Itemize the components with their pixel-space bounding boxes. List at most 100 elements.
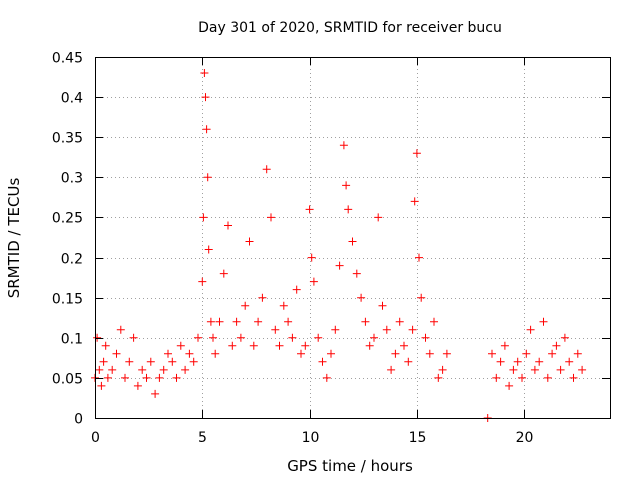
data-point <box>121 373 129 382</box>
data-point <box>232 317 241 326</box>
data-point <box>408 325 417 334</box>
data-point <box>425 349 434 358</box>
data-point <box>206 317 215 326</box>
data-point <box>430 317 438 326</box>
data-point <box>209 333 217 342</box>
data-point <box>335 261 344 270</box>
data-point <box>370 333 378 342</box>
data-point <box>357 293 366 302</box>
data-point <box>307 253 316 262</box>
data-point <box>442 349 451 358</box>
data-point <box>342 181 351 190</box>
data-point <box>159 365 168 374</box>
y-tick-label: 0.2 <box>61 252 83 268</box>
data-point <box>395 317 404 326</box>
data-point <box>548 349 557 358</box>
data-point <box>275 341 284 350</box>
data-point <box>301 341 310 350</box>
x-tick-label: 15 <box>409 430 427 446</box>
data-point <box>382 325 391 334</box>
data-point <box>434 373 443 382</box>
data-point <box>204 245 213 254</box>
data-point <box>404 357 413 366</box>
data-point <box>348 237 357 246</box>
data-point <box>103 373 112 382</box>
data-point <box>361 317 370 326</box>
data-point <box>202 125 211 134</box>
data-point <box>279 301 288 310</box>
data-point <box>93 333 102 342</box>
data-point <box>344 205 353 214</box>
data-point <box>224 221 232 230</box>
data-point <box>331 325 340 334</box>
data-point <box>267 213 275 222</box>
y-axis-title: SRMTID / TECUs <box>5 178 23 299</box>
data-point <box>236 333 245 342</box>
data-point <box>95 365 104 374</box>
data-point <box>198 277 207 286</box>
y-tick-label: 0.25 <box>52 211 83 227</box>
data-point <box>228 341 237 350</box>
data-point <box>438 365 447 374</box>
data-point <box>539 317 548 326</box>
x-axis-title: GPS time / hours <box>287 457 413 475</box>
grid-layer <box>95 57 610 418</box>
data-point <box>488 349 496 358</box>
data-point <box>560 333 569 342</box>
data-point <box>391 349 400 358</box>
data-point <box>112 349 121 358</box>
data-point <box>194 333 202 342</box>
y-tick-label: 0 <box>74 412 83 428</box>
data-point <box>526 325 535 334</box>
data-point <box>415 253 423 262</box>
data-point <box>374 213 383 222</box>
data-point <box>412 149 421 158</box>
data-point <box>522 349 531 358</box>
data-point <box>556 365 565 374</box>
data-point <box>305 205 314 214</box>
y-tick-label: 0.45 <box>52 51 83 67</box>
data-point <box>249 341 258 350</box>
points-layer <box>91 69 587 422</box>
data-point <box>108 365 117 374</box>
data-point <box>200 69 209 77</box>
data-point <box>97 381 106 390</box>
data-point <box>245 237 254 246</box>
data-point <box>185 349 194 358</box>
data-point <box>203 173 212 182</box>
data-point <box>284 317 293 326</box>
data-point <box>309 277 318 286</box>
data-point <box>400 341 408 350</box>
data-point <box>99 357 108 366</box>
data-point <box>254 317 263 326</box>
plot-frame <box>95 57 611 419</box>
y-tick-label: 0.3 <box>61 171 83 187</box>
data-point <box>496 357 505 366</box>
x-tick-label: 20 <box>516 430 534 446</box>
data-point <box>421 333 430 342</box>
data-point <box>552 341 561 350</box>
data-point <box>146 357 155 366</box>
data-point <box>492 373 501 382</box>
data-point <box>215 317 224 326</box>
data-point <box>573 349 582 358</box>
data-point <box>288 333 297 342</box>
data-point <box>500 341 509 350</box>
y-tick-label: 0.1 <box>61 332 83 348</box>
data-point <box>314 333 323 342</box>
data-point <box>125 357 134 366</box>
data-point <box>565 357 574 366</box>
y-tick-label: 0.35 <box>52 131 83 147</box>
data-point <box>327 349 335 358</box>
data-point <box>142 373 151 382</box>
data-point <box>151 389 160 398</box>
data-point <box>258 293 267 302</box>
data-point <box>569 373 578 382</box>
data-point <box>518 373 526 382</box>
data-point <box>138 365 147 374</box>
data-point <box>129 333 138 342</box>
data-point <box>262 165 271 174</box>
x-tick-label: 0 <box>91 430 100 446</box>
data-point <box>417 293 426 302</box>
